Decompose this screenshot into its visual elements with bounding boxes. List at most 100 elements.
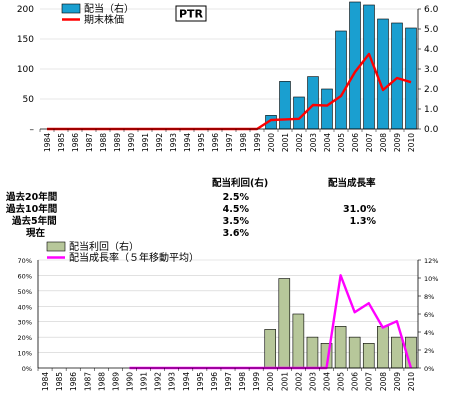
x-axis-tick-label: 1987 xyxy=(85,133,94,152)
x-axis-tick-label: 2001 xyxy=(280,372,289,391)
x-axis-tick-label: 1990 xyxy=(125,372,134,391)
x-axis-tick-label: 2004 xyxy=(323,372,332,391)
x-axis-tick-label: 2001 xyxy=(281,133,290,152)
left-axis-tick-label: 30% xyxy=(18,319,32,327)
legend-label: 配当（右） xyxy=(84,2,134,15)
left-axis-tick-label: 60% xyxy=(18,272,32,280)
x-axis-tick-label: 1996 xyxy=(210,372,219,391)
bar xyxy=(334,326,347,369)
bar xyxy=(306,336,319,369)
left-axis-tick-label: 40% xyxy=(18,303,32,311)
left-axis-tick-label: 200 xyxy=(17,5,34,15)
right-axis-tick-label: 5.0 xyxy=(424,25,439,35)
x-axis-tick-label: 2010 xyxy=(407,372,416,391)
right-axis-tick-label: 4% xyxy=(424,329,434,337)
x-axis-tick-label: 1996 xyxy=(211,133,220,152)
left-axis-tick-label: 0% xyxy=(22,365,32,373)
left-axis-tick-label: 50 xyxy=(23,95,35,105)
x-axis-tick-label: 1991 xyxy=(141,133,150,152)
bar xyxy=(335,30,347,130)
bar xyxy=(348,336,361,369)
x-axis-tick-label: 1989 xyxy=(113,133,122,152)
left-axis-tick-label: 70% xyxy=(18,257,32,265)
yield-growth-chart: 0% 10% 20% 30% 40% 50% 60% 70% 0% 2% 4% 6% 8% 10% 12% 1… xyxy=(18,240,439,391)
stats-row-yield: 3.5% xyxy=(222,216,249,227)
x-axis-tick-label: 1999 xyxy=(253,133,262,152)
x-axis-tick-label: 2002 xyxy=(294,372,303,391)
right-axis-tick-label: 6.0 xyxy=(424,5,439,15)
ticker-badge xyxy=(175,5,207,22)
x-axis-tick-label: 1997 xyxy=(224,372,233,391)
x-axis-tick-label: 1993 xyxy=(168,372,177,391)
x-axis-tick-label: 2003 xyxy=(308,372,317,391)
stats-row-label: 現在 xyxy=(26,228,46,239)
price-dividend-chart: – 50 100 150 200 0.0 1.0 2.0 3.0 4.0 5.0 6.0 1984 198… xyxy=(17,1,439,152)
stats-header-yield: 配当利回(右) xyxy=(212,178,269,189)
x-axis-tick-label: 2009 xyxy=(393,372,402,391)
ticker-label: PTR xyxy=(179,8,204,21)
x-axis-tick-label: 1984 xyxy=(43,133,52,152)
bar xyxy=(307,76,319,130)
x-axis-tick-label: 1986 xyxy=(71,133,80,152)
bar xyxy=(377,326,389,369)
x-axis-tick-label: 1994 xyxy=(182,372,191,391)
left-axis-tick-label: 100 xyxy=(17,65,34,75)
x-axis-tick-label: 2010 xyxy=(407,133,416,152)
right-axis-tick-label: 0% xyxy=(424,365,434,373)
x-axis-tick-label: 1992 xyxy=(154,372,163,391)
bar xyxy=(362,343,375,369)
bar xyxy=(293,96,305,130)
stats-header-growth: 配当成長率 xyxy=(328,178,376,189)
stats-row-label: 過去20年間 xyxy=(6,192,58,203)
right-axis-tick-label: 12% xyxy=(424,257,438,265)
bar xyxy=(264,329,277,369)
right-axis-tick-label: 4.0 xyxy=(424,45,439,55)
x-axis-tick-label: 2003 xyxy=(309,133,318,152)
x-axis-tick-label: 2009 xyxy=(393,133,402,152)
right-axis-tick-label: 2.0 xyxy=(424,85,439,95)
x-axis-tick-label: 1985 xyxy=(55,372,64,391)
bar xyxy=(391,22,403,130)
x-axis-tick-label: 2002 xyxy=(295,133,304,152)
x-axis-tick-label: 2004 xyxy=(323,133,332,152)
x-axis-tick-label: 2005 xyxy=(337,133,346,152)
x-axis-tick-label: 1989 xyxy=(111,372,120,391)
left-axis-tick-label: 150 xyxy=(17,35,34,45)
x-axis-tick-label: 2007 xyxy=(365,372,374,391)
left-axis-tick-label: 20% xyxy=(18,334,32,342)
bar xyxy=(405,27,417,130)
stats-row-yield: 4.5% xyxy=(222,204,249,215)
x-axis-tick-label: 1990 xyxy=(127,133,136,152)
right-axis-tick-label: 1.0 xyxy=(424,105,439,115)
x-axis-tick-label: 1984 xyxy=(41,372,50,391)
x-axis-tick-label: 1986 xyxy=(69,372,78,391)
x-axis-tick-label: 1987 xyxy=(83,372,92,391)
bar xyxy=(279,81,291,130)
x-axis-tick-label: 1991 xyxy=(140,372,149,391)
x-axis-tick-label: 2000 xyxy=(266,372,275,391)
bar xyxy=(292,313,305,369)
x-axis-tick-label: 1998 xyxy=(238,372,247,391)
x-axis-tick-label: 2006 xyxy=(351,372,360,391)
x-axis-tick-label: 1994 xyxy=(183,133,192,152)
right-axis-tick-label: 0.0 xyxy=(424,125,439,135)
left-axis-tick-label: 10% xyxy=(18,350,32,358)
legend-label: 期末株価 xyxy=(84,13,124,26)
legend-label: 配当利回（右） xyxy=(69,240,139,253)
stats-row-label: 過去5年間 xyxy=(12,216,57,227)
left-axis-tick-label: 50% xyxy=(18,288,32,296)
right-axis-tick-label: 6% xyxy=(424,311,434,319)
bar xyxy=(391,336,403,369)
bar xyxy=(278,278,291,369)
x-axis-tick-label: 1993 xyxy=(169,133,178,152)
x-axis-tick-label: 1988 xyxy=(97,372,106,391)
bar xyxy=(377,18,389,130)
x-axis-tick-label: 2006 xyxy=(351,133,360,152)
x-axis-tick-label: 2005 xyxy=(337,372,346,391)
legend-swatch-bar xyxy=(61,3,81,14)
x-axis-tick-label: 2000 xyxy=(267,133,276,152)
stats-row-yield: 3.6% xyxy=(222,228,249,239)
x-axis-tick-label: 1992 xyxy=(155,133,164,152)
x-axis-tick-label: 2008 xyxy=(379,133,388,152)
x-axis-tick-label: 1995 xyxy=(196,372,205,391)
